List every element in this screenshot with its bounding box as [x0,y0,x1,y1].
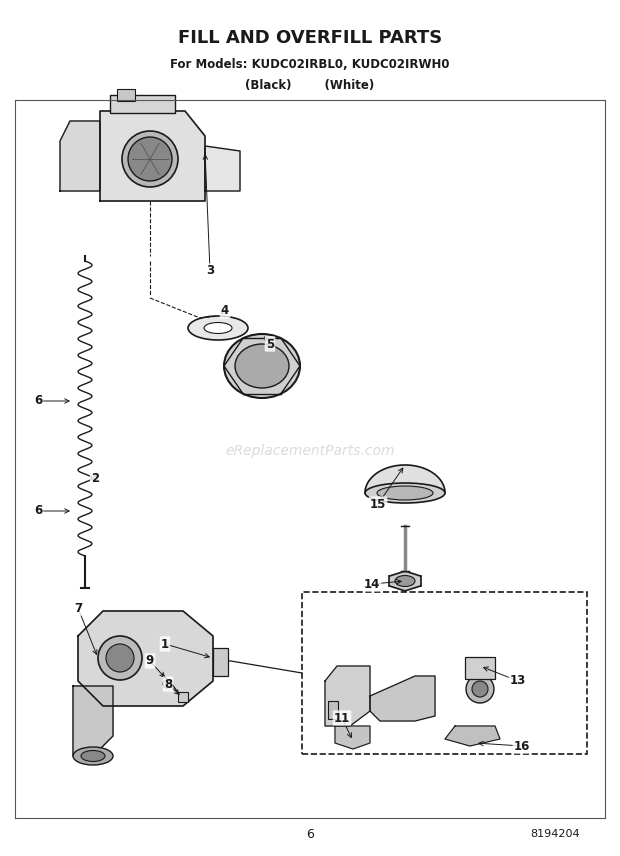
Ellipse shape [377,486,433,500]
Polygon shape [73,686,113,756]
Polygon shape [60,121,100,191]
Text: 7: 7 [74,602,82,615]
Text: 16: 16 [514,740,530,752]
Text: eReplacementParts.com: eReplacementParts.com [225,444,395,458]
Text: 14: 14 [364,578,380,591]
Text: 2: 2 [91,472,99,484]
Ellipse shape [188,316,248,340]
Bar [213,648,228,676]
Ellipse shape [122,131,178,187]
Text: 6: 6 [34,504,42,518]
Ellipse shape [472,681,488,697]
Ellipse shape [98,636,142,680]
Polygon shape [335,726,370,749]
Text: FILL AND OVERFILL PARTS: FILL AND OVERFILL PARTS [178,29,442,47]
Ellipse shape [235,344,289,388]
Ellipse shape [81,751,105,762]
Polygon shape [100,111,205,201]
Polygon shape [205,146,240,191]
Polygon shape [389,571,420,591]
Text: 1: 1 [161,638,169,651]
Ellipse shape [466,675,494,703]
Bar [178,692,188,702]
Text: 5: 5 [266,337,274,350]
Bar [117,89,135,101]
Ellipse shape [365,483,445,503]
Polygon shape [325,666,370,726]
Ellipse shape [163,680,171,688]
Text: 4: 4 [221,305,229,318]
Text: 3: 3 [206,265,214,277]
Text: 9: 9 [146,655,154,668]
Ellipse shape [395,575,415,586]
Bar [302,592,587,754]
Text: 8: 8 [164,677,172,691]
Ellipse shape [73,747,113,765]
Text: 11: 11 [334,711,350,724]
Bar [465,657,495,679]
Text: 13: 13 [510,675,526,687]
Text: (Black)        (White): (Black) (White) [246,80,374,92]
Polygon shape [445,726,500,746]
Text: 15: 15 [370,497,386,510]
Polygon shape [78,611,213,706]
Text: 6: 6 [306,828,314,841]
Ellipse shape [128,137,172,181]
Text: 6: 6 [34,395,42,407]
Text: For Models: KUDC02IRBL0, KUDC02IRWH0: For Models: KUDC02IRBL0, KUDC02IRWH0 [170,57,450,70]
Polygon shape [365,465,445,493]
Ellipse shape [224,334,300,398]
Text: 8194204: 8194204 [530,829,580,839]
Polygon shape [370,676,435,721]
Bar [328,701,338,719]
Ellipse shape [106,644,134,672]
Bar [110,95,175,113]
Ellipse shape [204,323,232,334]
